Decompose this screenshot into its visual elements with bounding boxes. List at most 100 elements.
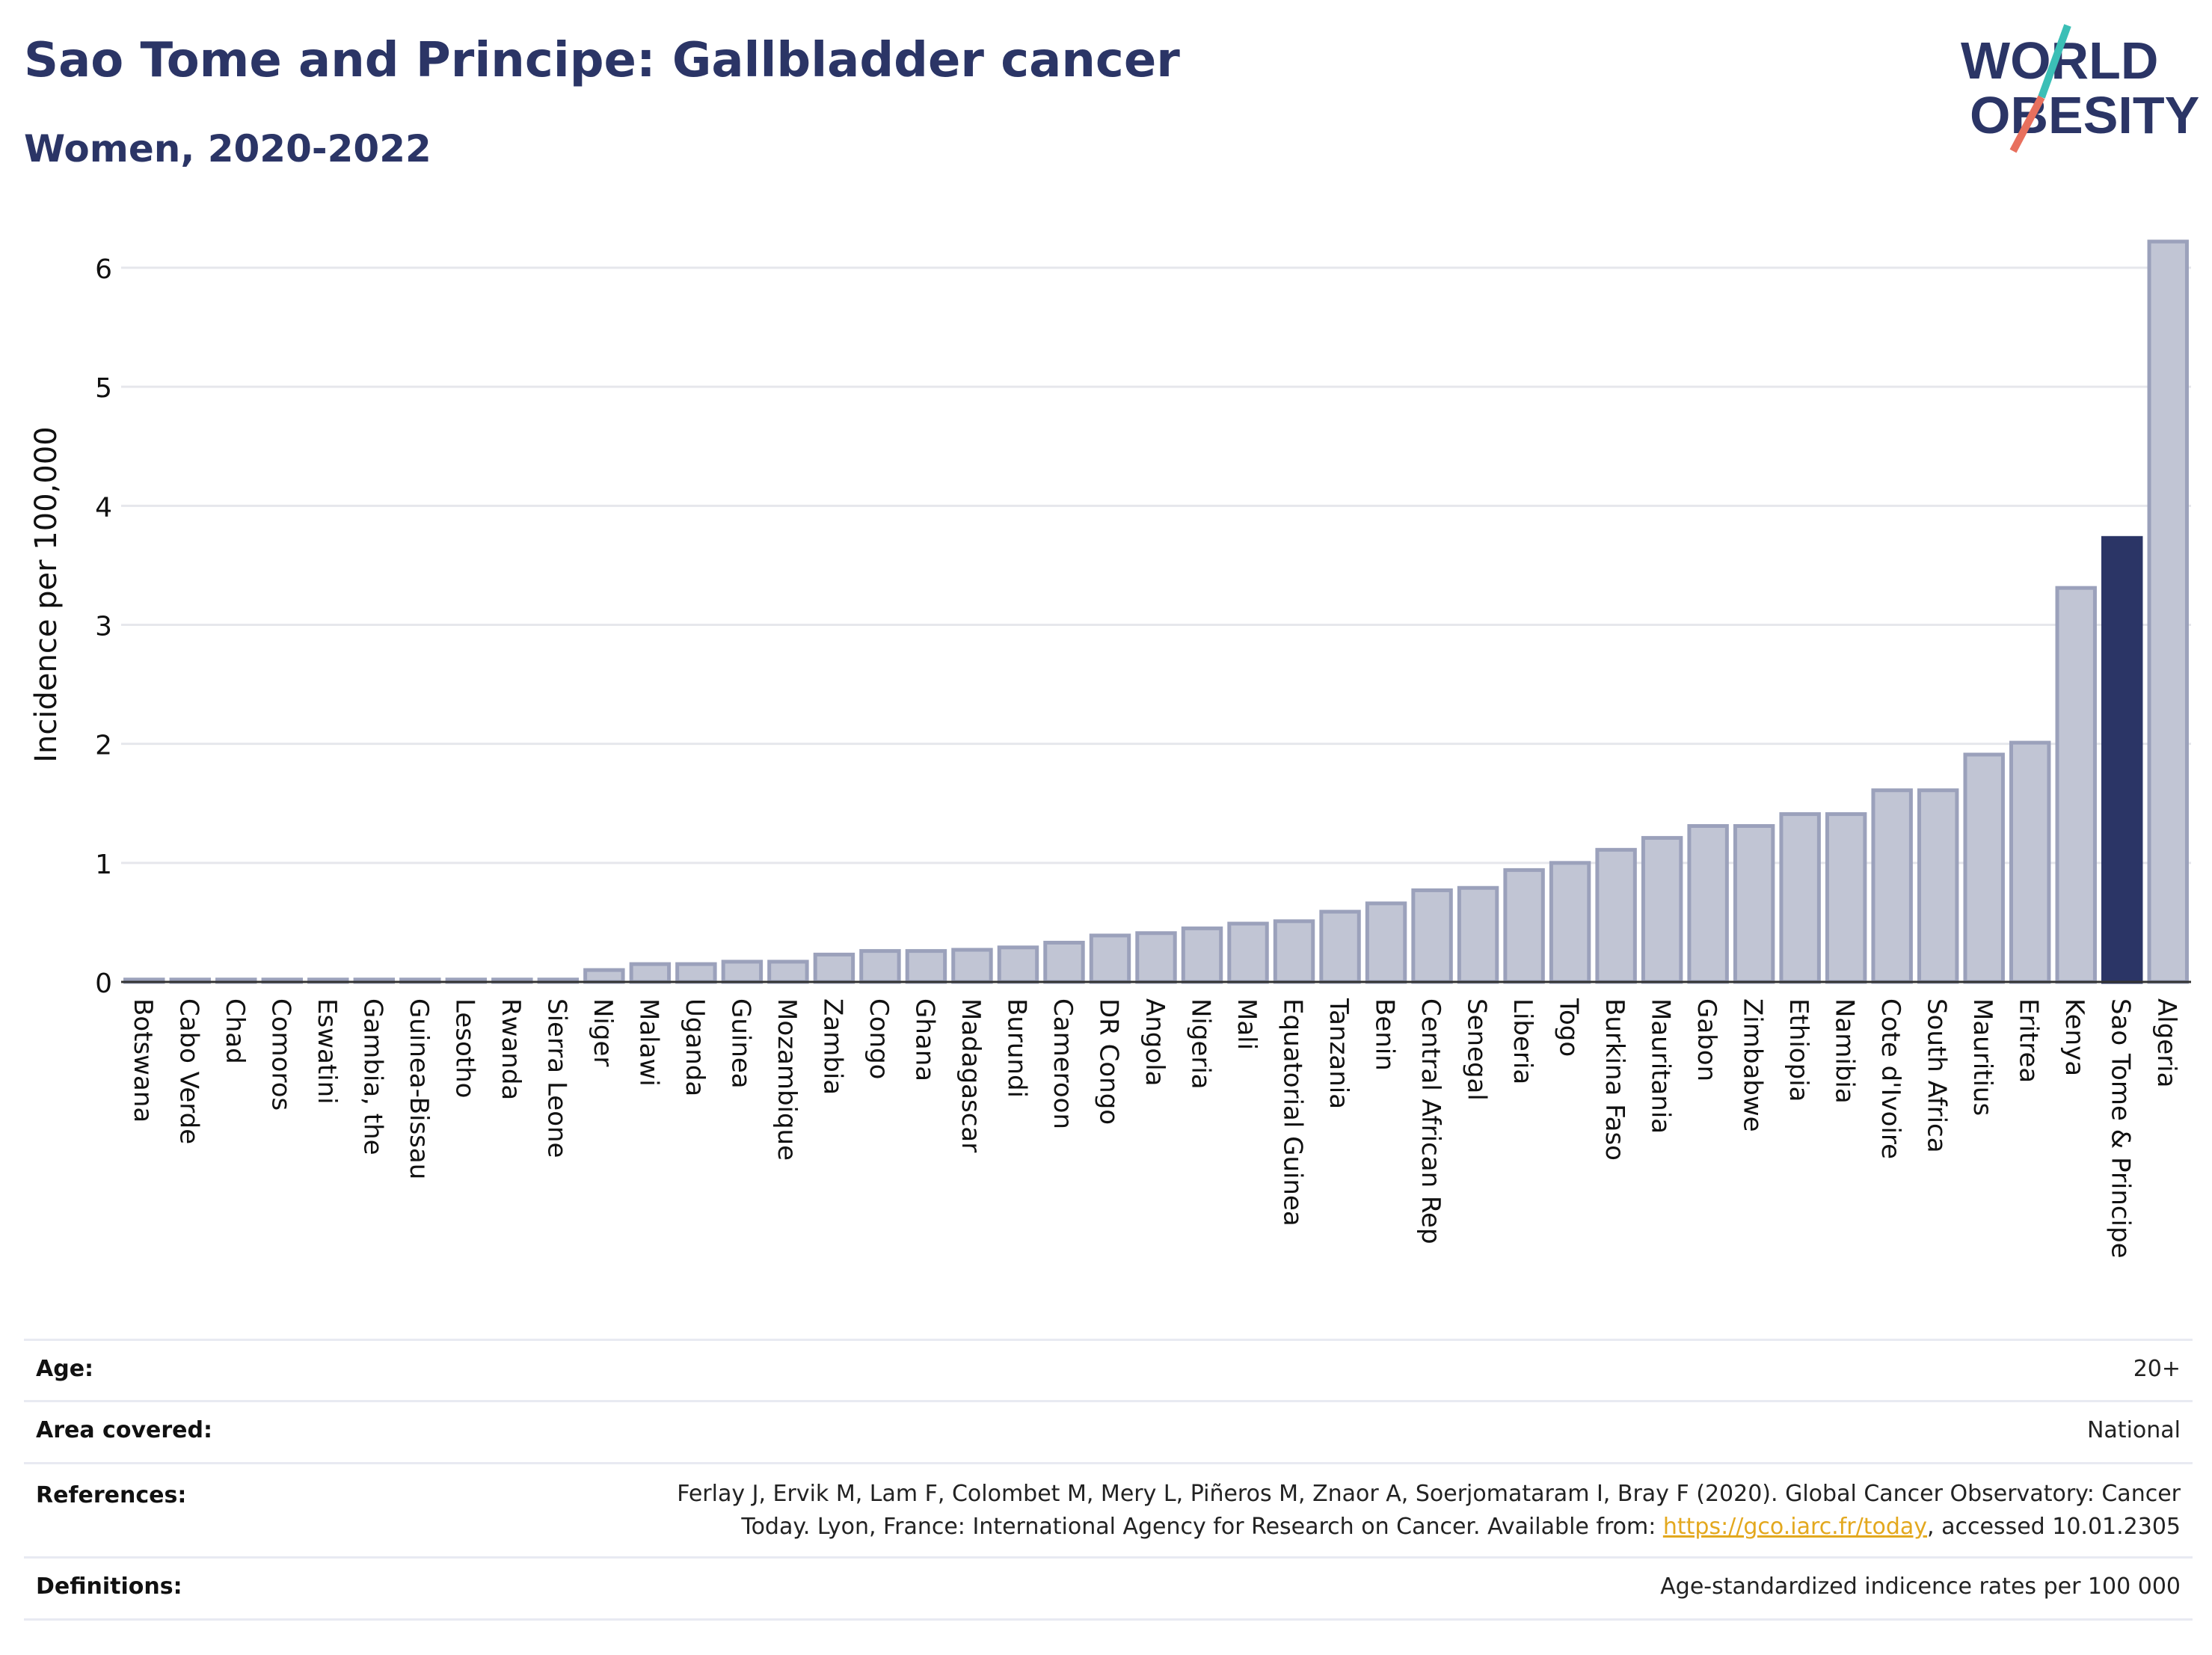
x-tick-label: Niger [588,998,618,1066]
age-label: Age: [36,1356,94,1382]
x-tick-label: Equatorial Guinea [1278,998,1308,1226]
x-tick-label: Lesotho [449,998,479,1098]
x-tick-label: Comoros [265,998,295,1111]
x-tick-label: Kenya [2059,998,2089,1076]
x-tick-label: Togo [1554,998,1584,1057]
y-tick-label: 4 [95,492,112,523]
references-line2: Today. Lyon, France: International Agenc… [741,1514,2181,1540]
bar [1227,921,1269,984]
logo-line2: OBESITY [1970,86,2199,144]
bar [1089,933,1131,984]
y-tick-label: 5 [95,373,112,404]
x-tick-label: Cabo Verde [173,998,203,1144]
bar [1917,788,1959,984]
x-tick-label: Algeria [2151,998,2181,1087]
bar [951,948,993,984]
bar [2147,239,2189,984]
bar [2009,740,2051,984]
y-axis-label: Incidence per 100,000 [29,426,64,763]
bar [583,968,625,984]
bar [1181,926,1223,984]
definitions-label: Definitions: [36,1573,182,1600]
bar [1595,847,1637,984]
bar [1871,788,1913,984]
info-row-references: References: Ferlay J, Ervik M, Lam F, Co… [24,1462,2193,1557]
bar [1135,931,1177,984]
x-tick-label: Eswatini [312,998,342,1105]
chart-title: Sao Tome and Principe: Gallbladder cance… [24,33,1180,88]
info-row-definitions: Definitions: Age-standardized indicence … [24,1556,2193,1621]
x-tick-label: Rwanda [496,998,526,1100]
references-label: References: [36,1482,187,1508]
x-tick-label: Guinea [725,998,755,1089]
bar [1779,812,1821,984]
world-obesity-logo: WORLD OBESITY [1961,24,2199,153]
x-tick-label: Liberia [1508,998,1537,1084]
x-tick-label: Burkina Faso [1600,998,1629,1161]
y-tick-label: 1 [95,850,112,880]
bar-chart: 0 1 2 3 4 5 6 Botswana Cabo Verde Chad Comoros Esw… [29,239,2191,1259]
area-label: Area covered: [36,1417,212,1443]
bar [1273,919,1315,984]
y-tick-label: 3 [95,612,112,642]
x-tick-label: Ghana [909,998,939,1081]
bar [813,952,855,984]
x-tick-label: Angola [1140,998,1170,1086]
x-tick-label: Tanzania [1324,998,1354,1109]
x-tick-label: Burundi [1001,998,1031,1098]
bar [721,959,764,984]
bar [1825,812,1867,984]
y-axis-ticks: 0 1 2 3 4 5 6 [95,254,112,999]
bar [1365,901,1407,984]
bar [1687,823,1729,984]
x-tick-label: DR Congo [1093,998,1123,1125]
x-tick-label: Madagascar [956,998,986,1152]
x-tick-label: Sierra Leone [541,998,571,1158]
x-tick-label: South Africa [1922,998,1952,1153]
info-row-area: Area covered: National [24,1400,2193,1462]
x-tick-label: Cameroon [1048,998,1078,1129]
bar [1549,861,1591,984]
gridlines [121,266,2191,865]
logo-slash-teal [2038,24,2071,99]
x-tick-label: Central African Rep [1416,998,1446,1244]
x-tick-label: Zambia [817,998,847,1095]
x-tick-label: Nigeria [1186,998,1216,1090]
bar [2055,586,2097,984]
x-tick-label: Sao Tome & Principe [2106,998,2136,1259]
bar [1503,868,1545,984]
bars [121,239,2191,984]
bar [675,962,717,984]
bar-highlighted [2101,535,2143,984]
x-tick-label: Senegal [1462,998,1492,1101]
info-row-age: Age: 20+ [24,1339,2193,1401]
definitions-value: Age-standardized indicence rates per 100… [1660,1573,2181,1600]
x-tick-label: Congo [864,998,894,1079]
bar [1733,823,1775,984]
y-tick-label: 2 [95,731,112,761]
bar [1319,909,1361,984]
bar [1963,752,2005,984]
x-tick-label: Gambia, the [357,998,387,1155]
x-axis-labels: Botswana Cabo Verde Chad Comoros Eswatini Gam… [128,998,2181,1259]
bar [1641,835,1683,984]
x-tick-label: Cote d'Ivoire [1875,998,1905,1159]
bar [767,959,809,984]
x-tick-label: Gabon [1692,998,1721,1081]
x-tick-label: Benin [1370,998,1400,1071]
x-tick-label: Eritrea [2014,998,2044,1083]
bar [905,949,947,984]
references-link[interactable]: https://gco.iarc.fr/today [1662,1514,1928,1540]
x-tick-label: Mauritius [1967,998,1997,1116]
bar [1043,940,1085,984]
x-tick-label: Uganda [680,998,710,1096]
x-tick-label: Malawi [633,998,663,1087]
bar [1411,888,1453,984]
x-tick-label: Mali [1232,998,1262,1050]
references-value: Ferlay J, Ervik M, Lam F, Colombet M, Me… [386,1478,2181,1544]
x-tick-label: Chad [220,998,250,1064]
x-tick-label: Botswana [128,998,158,1123]
bar [629,962,672,984]
age-value: 20+ [2133,1356,2181,1382]
x-tick-label: Guinea-Bissau [404,998,434,1179]
